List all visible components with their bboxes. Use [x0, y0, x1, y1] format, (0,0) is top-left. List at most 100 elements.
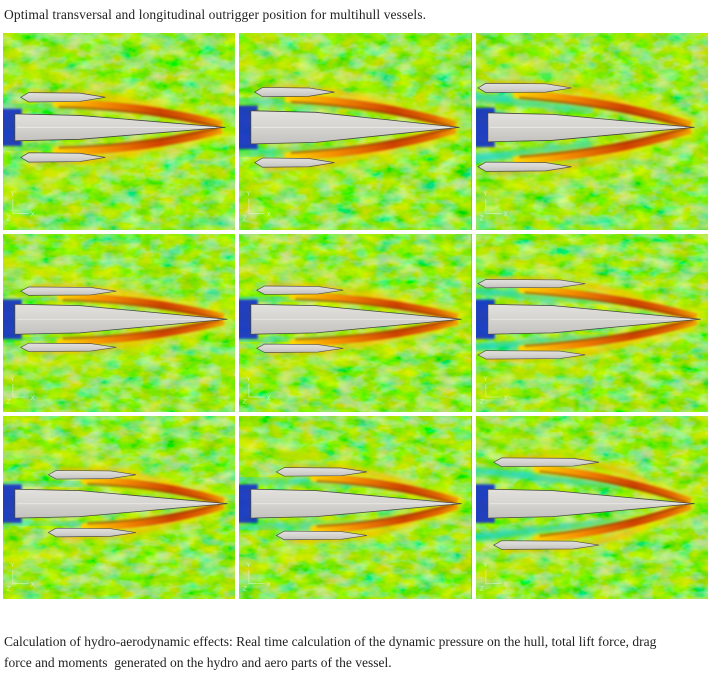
wake-band-top [512, 89, 692, 130]
axis-label-x: X [503, 395, 508, 402]
axis-label-z: Z [479, 215, 484, 223]
axis-label-x: X [267, 582, 272, 589]
outrigger-bottom [47, 527, 136, 538]
axis-label-y: Y [246, 376, 251, 383]
wake-band-bottom [533, 501, 692, 544]
axis-label-y: Y [482, 376, 487, 383]
cfd-cell-r3c1: Y Z X [3, 416, 236, 599]
cfd-cell-r2c2: Y Z X [239, 234, 472, 412]
cfd-figure-grid: Y Z X Y Z X Y Z X Y Z X Y Z X Y Z X Y Z X Y Z X Y Z X [3, 33, 708, 599]
wake-band-bottom [285, 125, 457, 162]
outrigger-bottom [20, 342, 117, 352]
outrigger-bottom [476, 161, 572, 172]
cfd-simulation-r1c3: Y Z X [475, 33, 708, 230]
cfd-simulation-r2c1: Y Z X [3, 234, 236, 412]
axis-triad-icon: Y Z X [479, 376, 508, 405]
wake-band-bottom [518, 317, 698, 354]
cfd-simulation-r2c3: Y Z X [475, 234, 708, 412]
wake-band-top [518, 285, 698, 321]
outrigger-top [256, 285, 344, 295]
cfd-cell-r3c2: Y Z X [239, 416, 472, 599]
outrigger-top [492, 457, 599, 467]
outrigger-bottom [276, 530, 368, 541]
wake-field [475, 50, 708, 205]
caption-line-2: force and moments generated on the hydro… [4, 655, 392, 670]
axis-label-y: Y [9, 562, 14, 569]
wake-band-top [533, 463, 692, 506]
wake-band-bottom [289, 317, 459, 347]
outrigger-bottom [256, 343, 344, 353]
wake-band-top [81, 476, 225, 506]
outrigger-top [20, 92, 106, 103]
hulls [14, 286, 228, 352]
cfd-cell-r2c3: Y Z X [475, 234, 708, 412]
hulls [250, 467, 462, 541]
hulls [476, 82, 695, 172]
outrigger-bottom [254, 157, 335, 168]
axis-triad-icon: Y Z X [6, 376, 35, 405]
outrigger-top [476, 82, 572, 93]
axis-label-z: Z [479, 585, 484, 592]
wake-band-top [289, 291, 459, 322]
cfd-cell-r3c3: Y Z X [475, 416, 708, 599]
document-page: Optimal transversal and longitudinal out… [0, 7, 710, 673]
cfd-cell-r2c1: Y Z X [3, 234, 236, 412]
outrigger-top [476, 279, 585, 289]
axis-label-x: X [31, 210, 36, 218]
hulls [250, 285, 462, 353]
axis-triad-icon: Y Z X [479, 190, 508, 223]
outrigger-top [20, 286, 117, 296]
wake-band-top [311, 473, 460, 506]
page-title: Optimal transversal and longitudinal out… [4, 7, 427, 22]
axis-triad-icon: Y Z X [243, 562, 272, 592]
wake-band-top [285, 93, 457, 130]
cfd-cell-r1c1: Y Z X [3, 33, 236, 230]
axis-label-x: X [31, 395, 36, 402]
caption-line-1: Calculation of hydro-aerodynamic effects… [4, 634, 657, 649]
cfd-cell-r1c2: Y Z X [239, 33, 472, 230]
axis-triad-icon: Y Z X [243, 190, 272, 223]
axis-triad-icon: Y Z X [6, 562, 35, 592]
wake-band-bottom [56, 317, 225, 346]
wake-band-top [52, 98, 223, 130]
cfd-simulation-r2c2: Y Z X [239, 234, 472, 412]
axis-label-z: Z [243, 585, 248, 592]
outrigger-top [254, 87, 335, 98]
wake-field [239, 54, 472, 201]
hulls [476, 279, 701, 360]
cfd-simulation-r1c1: Y Z X [3, 33, 236, 230]
axis-label-y: Y [246, 190, 252, 198]
cfd-cell-r1c3: Y Z X [475, 33, 708, 230]
axis-triad-icon: Y Z X [479, 562, 508, 592]
outrigger-bottom [476, 350, 585, 360]
axis-triad-icon: Y Z X [6, 190, 35, 223]
cfd-simulation-r3c1: Y Z X [3, 416, 236, 599]
cfd-simulation-r3c3: Y Z X [475, 416, 708, 599]
axis-label-z: Z [243, 215, 248, 223]
hulls [14, 470, 228, 538]
axis-label-x: X [503, 582, 508, 589]
hulls [14, 92, 226, 163]
axis-label-y: Y [9, 376, 14, 383]
wake-band-bottom [311, 501, 460, 534]
hulls [487, 457, 695, 550]
axis-label-y: Y [482, 562, 487, 569]
axis-label-z: Z [243, 399, 247, 406]
axis-label-x: X [503, 210, 508, 218]
axis-label-x: X [31, 582, 36, 589]
axis-label-z: Z [6, 585, 11, 592]
axis-label-x: X [267, 210, 272, 218]
figure-caption: Calculation of hydro-aerodynamic effects… [4, 631, 706, 673]
axis-label-x: X [267, 395, 272, 402]
axis-triad-icon: Y Z X [243, 376, 272, 405]
axis-label-y: Y [482, 190, 488, 198]
wake-field [239, 255, 472, 383]
axis-label-z: Z [479, 399, 483, 406]
axis-label-y: Y [9, 190, 15, 198]
hulls [250, 87, 460, 168]
outrigger-bottom [20, 152, 106, 163]
cfd-simulation-r1c2: Y Z X [239, 33, 472, 230]
wake-field [3, 256, 236, 382]
outrigger-bottom [492, 540, 599, 550]
outrigger-top [276, 467, 368, 477]
